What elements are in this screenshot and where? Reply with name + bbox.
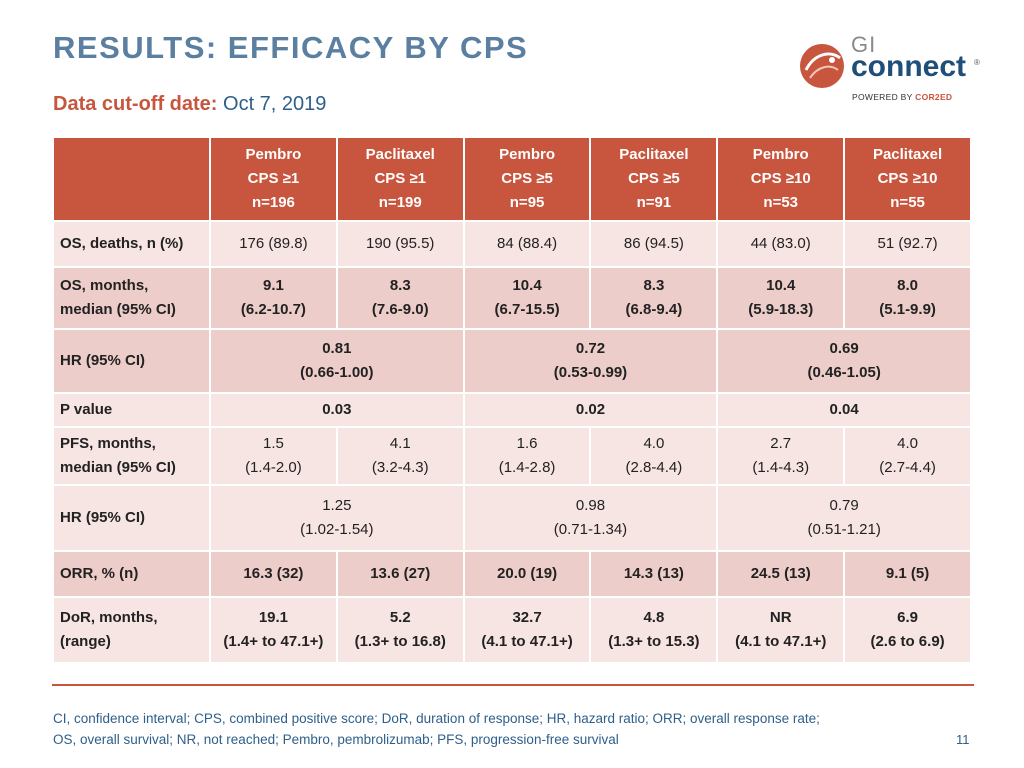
cutoff-date: Data cut-off date: Oct 7, 2019 — [53, 93, 326, 116]
table-cell: 8.3 (7.6-9.0) — [337, 268, 463, 328]
table-row-pfs-months: PFS, months, median (95% CI) 1.5 (1.4-2.0)… — [54, 428, 970, 484]
table-cell: 86 (94.5) — [591, 222, 717, 266]
table-cell: 2.7 (1.4-4.3) — [718, 428, 844, 484]
table-row-orr: ORR, % (n) 16.3 (32) 13.6 (27) 20.0 (19)… — [54, 552, 970, 596]
header-cell: Pembro CPS ≥1 n=196 — [211, 138, 336, 220]
logo-powered-by: POWERED BY COR2ED — [852, 92, 953, 102]
header-empty-cell — [54, 138, 209, 220]
table-cell: NR (4.1 to 47.1+) — [718, 598, 844, 662]
table-row-os-hr: HR (95% CI) 0.81 (0.66-1.00) 0.72 (0.53-0.… — [54, 330, 970, 392]
cutoff-label: Data cut-off date: — [53, 93, 218, 115]
table-cell: 10.4 (5.9-18.3) — [718, 268, 844, 328]
row-label: OS, deaths, n (%) — [54, 222, 209, 266]
logo-gi-text: GI — [851, 32, 877, 57]
header-cell: Pembro CPS ≥10 n=53 — [718, 138, 844, 220]
table-cell: 1.6 (1.4-2.8) — [464, 428, 590, 484]
row-label: DoR, months, (range) — [54, 598, 209, 662]
table-cell: 16.3 (32) — [211, 552, 336, 596]
table-cell: 44 (83.0) — [718, 222, 844, 266]
cutoff-value: Oct 7, 2019 — [223, 93, 327, 115]
table-cell: 1.25 (1.02-1.54) — [211, 486, 463, 550]
table-cell: 32.7 (4.1 to 47.1+) — [464, 598, 590, 662]
row-label: OS, months, median (95% CI) — [54, 268, 209, 328]
efficacy-table: Pembro CPS ≥1 n=196 Paclitaxel CPS ≥1 n=199 … — [52, 136, 972, 664]
table-cell: 5.2 (1.3+ to 16.8) — [337, 598, 463, 662]
page-title: RESULTS: EFFICACY BY CPS — [53, 30, 529, 65]
table-cell: 14.3 (13) — [591, 552, 717, 596]
row-label: ORR, % (n) — [54, 552, 209, 596]
row-label: HR (95% CI) — [54, 330, 209, 392]
header-row: Pembro CPS ≥1 n=196 Paclitaxel CPS ≥1 n=199 … — [54, 138, 970, 220]
table-row-os-months: OS, months, median (95% CI) 9.1 (6.2-10.7)… — [54, 268, 970, 328]
logo-swirl-icon — [800, 44, 844, 88]
table-cell: 0.72 (0.53-0.99) — [464, 330, 717, 392]
table-row-pfs-hr: HR (95% CI) 1.25 (1.02-1.54) 0.98 (0.71-1.… — [54, 486, 970, 550]
table-cell: 0.79 (0.51-1.21) — [718, 486, 970, 550]
table-cell: 1.5 (1.4-2.0) — [211, 428, 336, 484]
table-cell: 24.5 (13) — [718, 552, 844, 596]
row-label: P value — [54, 394, 209, 426]
table-cell: 51 (92.7) — [845, 222, 970, 266]
table-cell: 10.4 (6.7-15.5) — [464, 268, 590, 328]
row-label: PFS, months, median (95% CI) — [54, 428, 209, 484]
table-cell: 0.03 — [211, 394, 463, 426]
table-cell: 13.6 (27) — [337, 552, 463, 596]
header-cell: Paclitaxel CPS ≥5 n=91 — [591, 138, 717, 220]
page-number: 11 — [956, 732, 970, 747]
header-cell: Pembro CPS ≥5 n=95 — [464, 138, 590, 220]
logo-connect-text: connect — [851, 50, 967, 83]
footer-divider — [52, 684, 974, 686]
table-cell: 4.0 (2.7-4.4) — [845, 428, 970, 484]
table-cell: 19.1 (1.4+ to 47.1+) — [211, 598, 336, 662]
header-cell: Paclitaxel CPS ≥10 n=55 — [845, 138, 970, 220]
table-cell: 0.81 (0.66-1.00) — [211, 330, 463, 392]
table-row-dor: DoR, months, (range) 19.1 (1.4+ to 47.1+) … — [54, 598, 970, 662]
table-cell: 0.69 (0.46-1.05) — [718, 330, 970, 392]
table-cell: 4.8 (1.3+ to 15.3) — [591, 598, 717, 662]
logo-registered-mark: ® — [974, 58, 980, 67]
footnote: CI, confidence interval; CPS, combined p… — [53, 708, 943, 750]
table-cell: 4.1 (3.2-4.3) — [337, 428, 463, 484]
table-cell: 84 (88.4) — [464, 222, 590, 266]
table-cell: 0.02 — [464, 394, 717, 426]
table-cell: 6.9 (2.6 to 6.9) — [845, 598, 970, 662]
footnote-line-2: OS, overall survival; NR, not reached; P… — [53, 732, 619, 747]
table-cell: 4.0 (2.8-4.4) — [591, 428, 717, 484]
table-cell: 190 (95.5) — [337, 222, 463, 266]
footnote-line-1: CI, confidence interval; CPS, combined p… — [53, 711, 820, 726]
header-cell: Paclitaxel CPS ≥1 n=199 — [337, 138, 463, 220]
table-cell: 8.0 (5.1-9.9) — [845, 268, 970, 328]
table-cell: 9.1 (5) — [845, 552, 970, 596]
table-cell: 0.04 — [718, 394, 970, 426]
table-row-os-deaths: OS, deaths, n (%) 176 (89.8) 190 (95.5) … — [54, 222, 970, 266]
table-cell: 9.1 (6.2-10.7) — [211, 268, 336, 328]
table-row-p-value: P value 0.03 0.02 0.04 — [54, 394, 970, 426]
table-cell: 20.0 (19) — [464, 552, 590, 596]
gi-connect-logo: GI connect ® POWERED BY COR2ED — [796, 32, 986, 106]
table-cell: 8.3 (6.8-9.4) — [591, 268, 717, 328]
table-cell: 0.98 (0.71-1.34) — [464, 486, 717, 550]
row-label: HR (95% CI) — [54, 486, 209, 550]
table-cell: 176 (89.8) — [211, 222, 336, 266]
